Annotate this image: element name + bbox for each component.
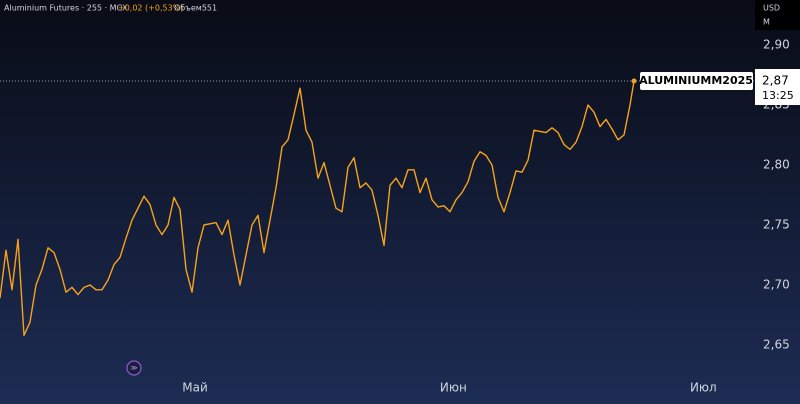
plot: 2,652,702,752,802,852,90МайИюнИюлALUMINI… bbox=[0, 37, 800, 395]
y-tick-label: 2,70 bbox=[763, 277, 790, 291]
x-tick-label: Июл bbox=[690, 381, 717, 395]
x-tick-label: Июн bbox=[440, 381, 467, 395]
change-label: +0,02 (+0,53%) bbox=[118, 4, 183, 13]
y-tick-label: 2,65 bbox=[763, 337, 790, 351]
currency-box bbox=[755, 0, 800, 30]
price-line bbox=[0, 80, 635, 337]
price-box bbox=[755, 68, 800, 105]
symbol-label: ALUMINIUMM2025 bbox=[639, 74, 753, 87]
y-tick-label: 2,80 bbox=[763, 157, 790, 171]
y-tick-label: 2,75 bbox=[763, 217, 790, 231]
currency: USD bbox=[763, 4, 780, 13]
chart-title: Aluminium Futures · 255 · MCX bbox=[4, 4, 128, 13]
price-time: 13:25 bbox=[762, 89, 794, 102]
symbol-box bbox=[640, 71, 753, 90]
y-tick-label: 2,90 bbox=[763, 37, 790, 51]
x-tick-label: Май bbox=[182, 381, 208, 395]
event-icon-glyph: ≫ bbox=[130, 364, 137, 372]
price-label: 2,87 bbox=[762, 73, 789, 87]
volume-label: Объем551 bbox=[174, 4, 217, 13]
event-icon[interactable] bbox=[126, 360, 142, 376]
timeframe: M bbox=[763, 18, 770, 27]
